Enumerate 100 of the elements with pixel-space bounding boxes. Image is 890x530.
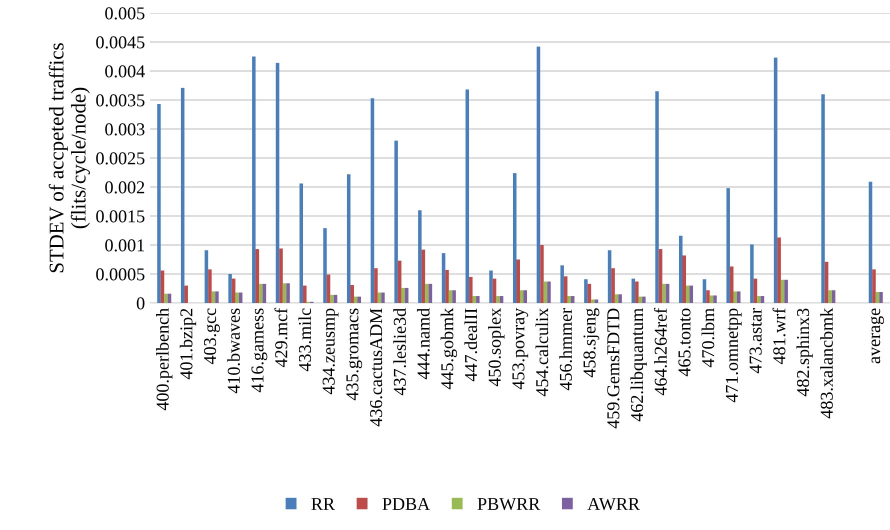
bar — [726, 188, 730, 303]
y-tick-label: 0.002 — [105, 181, 144, 194]
bar — [168, 294, 172, 303]
bar — [262, 284, 266, 303]
bar — [635, 282, 639, 303]
bar — [666, 284, 670, 303]
bar — [401, 288, 405, 303]
bar — [584, 279, 588, 303]
x-tick-label: 410.bwaves — [227, 308, 240, 394]
bar — [212, 291, 216, 303]
x-tick-label: 437.leslie3d — [393, 308, 406, 396]
bar — [418, 210, 422, 303]
x-tick-label: 434.zeusmp — [322, 308, 338, 394]
y-axis-title: STDEV of accpeted traffics (flits/cycle/node) — [48, 43, 90, 272]
bar — [208, 269, 212, 303]
bar — [300, 184, 304, 303]
x-tick-label: 454.calculix — [536, 308, 548, 396]
x-tick-label: 470.lbm — [702, 308, 714, 368]
y-tick-label: 0.004 — [105, 65, 145, 78]
bar — [642, 296, 646, 303]
bar — [398, 260, 402, 303]
bar — [614, 294, 618, 303]
bar — [658, 249, 662, 303]
bar — [777, 237, 781, 303]
bar — [472, 296, 476, 303]
x-tick-label: 483.xalancbmk — [820, 308, 833, 418]
bar — [780, 280, 784, 303]
bar — [346, 174, 350, 303]
bar — [594, 300, 598, 303]
bar — [164, 294, 168, 303]
x-tick-label: 459.GemsFDTD — [607, 308, 620, 428]
bar — [686, 286, 690, 303]
bar — [706, 290, 710, 303]
bar — [544, 282, 548, 303]
bar — [564, 276, 568, 303]
bar — [252, 56, 256, 303]
x-tick-label: 400.perlbench — [156, 308, 172, 410]
bar — [235, 292, 239, 303]
bar — [682, 255, 686, 303]
bar — [160, 270, 164, 303]
bar — [374, 268, 378, 303]
bar — [238, 292, 242, 303]
bar — [879, 292, 883, 303]
legend-label: PDBA — [382, 498, 430, 510]
x-tick-label: 445.gobmk — [440, 308, 458, 390]
y-tick-label: 0.0035 — [96, 94, 144, 107]
x-tick-label: 473.astar — [750, 308, 762, 374]
x-tick-label: 401.bzip2 — [180, 308, 196, 380]
bar — [690, 286, 694, 303]
bar — [469, 276, 473, 303]
bar — [876, 292, 880, 303]
bar — [425, 284, 429, 303]
bar — [452, 290, 456, 303]
bar — [228, 274, 232, 303]
legend-label: AWRR — [587, 498, 640, 510]
bar — [370, 98, 374, 303]
bar — [276, 62, 280, 303]
bar — [710, 295, 714, 303]
bar — [591, 300, 595, 303]
y-tick-label: 0.0045 — [96, 36, 144, 49]
bar — [713, 295, 717, 303]
x-tick-label: 465.tonto — [678, 308, 691, 376]
y-tick-label: 0.005 — [105, 7, 144, 20]
bar — [215, 291, 219, 303]
bar — [540, 245, 544, 303]
bar — [204, 250, 208, 303]
bar — [567, 296, 571, 303]
bar — [618, 294, 622, 303]
bar — [662, 284, 666, 303]
y-tick-label: 0.0015 — [96, 210, 144, 223]
x-tick-label: 464.h264ref — [654, 308, 667, 396]
bar — [536, 46, 540, 303]
bar — [422, 250, 426, 303]
y-tick-label: 0.0005 — [96, 268, 144, 281]
x-tick-label: 429.mcf — [274, 308, 288, 368]
bar — [442, 253, 446, 303]
bar — [232, 278, 236, 303]
bar — [774, 58, 778, 303]
bar — [404, 288, 408, 303]
x-tick-label: 450.soplex — [488, 308, 504, 386]
x-tick-label: 436.cactusADM — [370, 308, 382, 426]
bar — [520, 290, 524, 303]
bar — [702, 279, 706, 303]
bar — [872, 269, 876, 303]
bar — [524, 290, 528, 303]
bar — [259, 284, 263, 303]
bar — [547, 282, 551, 303]
bar — [323, 228, 327, 303]
x-tick-label: 471.omnetpp — [726, 308, 742, 402]
bar — [512, 173, 516, 303]
bar — [184, 286, 188, 303]
bar — [378, 292, 382, 303]
x-tick-label: 481.wrf — [772, 308, 786, 364]
bar — [638, 296, 642, 303]
x-tick-label: 444.namd — [416, 308, 430, 380]
bar — [303, 286, 307, 303]
bar — [350, 285, 354, 303]
bar — [730, 266, 734, 303]
y-tick-label: 0.003 — [105, 123, 144, 136]
x-tick-label: 416.gamess — [251, 308, 268, 392]
